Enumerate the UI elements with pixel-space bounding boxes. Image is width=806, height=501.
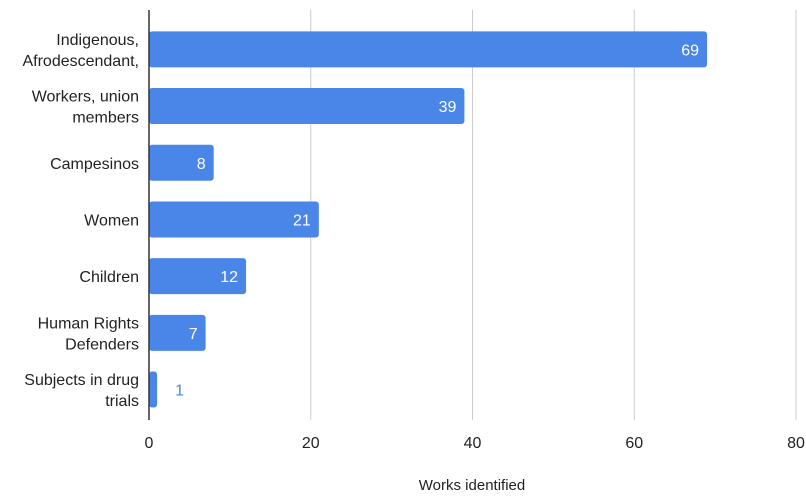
bar-value-label-6: 1 [175,383,184,400]
category-label-line: Subjects in drug [24,372,139,389]
category-label-line: trials [105,393,139,410]
bar-value-label-2: 8 [197,156,206,173]
x-tick-label-40: 40 [464,435,482,452]
category-label-line: Afrodescendant, [22,53,139,70]
bar-6 [149,371,158,408]
bar-value-label-5: 7 [189,326,198,343]
category-label-5: Human Rights Defenders [38,315,139,353]
category-label-6: Subjects in drug trials [24,372,139,410]
category-label-line: Campesinos [50,156,139,173]
category-label-3: Women [84,212,139,229]
bar-value-label-0: 69 [681,42,699,59]
category-label-line: Indigenous, [56,32,139,49]
category-label-2: Campesinos [50,156,139,173]
x-tick-label-0: 0 [145,435,154,452]
category-label-4: Children [79,269,139,286]
category-label-1: Workers, union members [32,89,139,127]
labels: 69 Indigenous, Afrodescendant, 39 Workers, u… [22,32,699,410]
bar-2 [149,144,214,181]
gridlines [310,10,797,420]
bar-0 [149,31,708,68]
category-label-0: Indigenous, Afrodescendant, [22,32,139,70]
x-tick-label-80: 80 [787,435,805,452]
category-label-line: Women [84,212,139,229]
category-label-line: members [72,110,139,127]
bar-value-label-1: 39 [439,99,457,116]
bar-value-label-3: 21 [293,212,311,229]
x-axis-title: Works identified [419,477,525,494]
category-label-line: Workers, union [32,89,139,106]
x-tick-label-20: 20 [302,435,320,452]
axes: 0 20 40 60 80 [145,10,805,452]
category-label-line: Children [79,269,139,286]
bar-value-label-4: 12 [220,269,238,286]
bar-4 [149,258,247,295]
bar-5 [149,314,206,351]
bars [149,31,708,408]
x-tick-label-60: 60 [625,435,643,452]
category-label-line: Defenders [65,336,139,353]
category-label-line: Human Rights [38,315,139,332]
bar-1 [149,88,465,125]
bar-3 [149,201,319,238]
